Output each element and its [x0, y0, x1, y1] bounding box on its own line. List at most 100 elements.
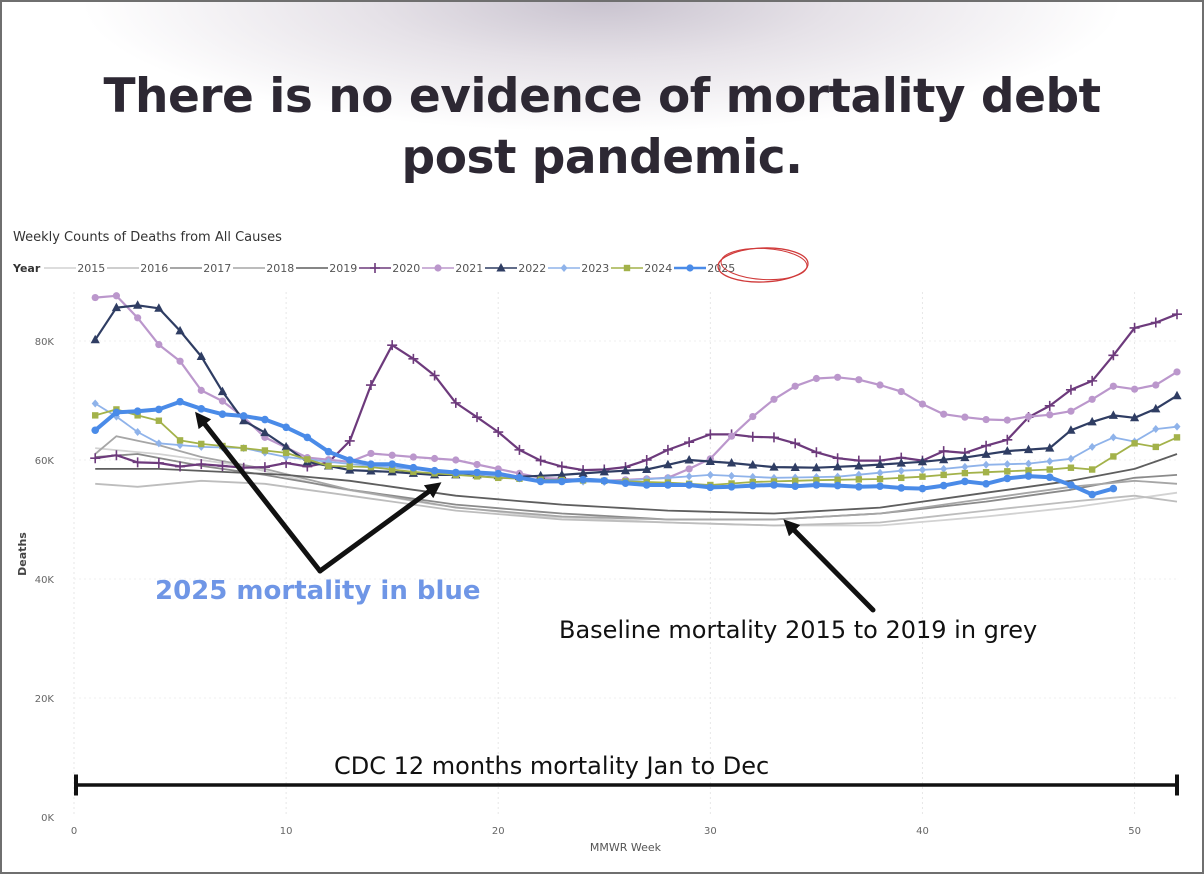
data-point	[940, 464, 948, 473]
data-point	[196, 459, 207, 470]
highlight-circle-2025	[717, 247, 809, 283]
data-point	[91, 426, 100, 435]
data-point	[685, 472, 693, 481]
data-point	[1108, 350, 1119, 361]
data-point	[705, 429, 716, 440]
data-point	[1067, 407, 1075, 415]
data-point	[558, 477, 566, 486]
data-point	[282, 423, 290, 432]
data-point	[536, 477, 545, 486]
data-point	[1025, 459, 1033, 468]
data-point	[1045, 443, 1055, 452]
data-point	[684, 437, 695, 448]
data-point	[1088, 466, 1096, 473]
data-point	[876, 475, 884, 483]
data-point	[175, 325, 185, 335]
data-point	[515, 474, 524, 482]
data-point	[282, 449, 290, 457]
data-point	[560, 264, 568, 272]
data-point	[239, 415, 249, 425]
data-point	[239, 412, 248, 420]
data-point	[811, 447, 822, 458]
series-line-2021	[95, 294, 1178, 482]
data-point	[1046, 411, 1054, 419]
data-point	[304, 456, 311, 463]
data-point	[1003, 416, 1011, 424]
data-point	[749, 412, 757, 421]
data-point	[834, 476, 841, 484]
data-point	[1023, 444, 1034, 454]
data-point	[684, 455, 694, 464]
data-point	[855, 376, 863, 384]
data-point	[727, 432, 736, 440]
headline-line-2: post pandemic.	[401, 130, 803, 185]
data-point	[367, 449, 375, 458]
data-point	[514, 444, 525, 455]
legend-item-2023[interactable]: 2023	[548, 262, 609, 275]
data-point	[961, 477, 969, 486]
data-point	[155, 340, 163, 349]
data-point	[1087, 416, 1097, 426]
data-point	[685, 465, 693, 473]
data-point	[1044, 400, 1055, 411]
data-point	[281, 441, 291, 451]
data-point	[1067, 464, 1075, 471]
data-point	[154, 303, 164, 312]
data-point	[579, 475, 587, 484]
data-point	[175, 461, 186, 472]
data-point	[834, 373, 842, 381]
data-point	[1129, 412, 1140, 422]
data-point	[938, 446, 949, 457]
legend-item-2017[interactable]: 2017	[170, 262, 231, 275]
legend-item-2024[interactable]: 2024	[611, 262, 672, 275]
annotation-2025-blue: 2025 mortality in blue	[155, 576, 481, 606]
legend-item-2019[interactable]: 2019	[296, 262, 357, 275]
data-point	[261, 447, 269, 454]
legend-label: 2021	[455, 261, 484, 275]
data-point	[961, 469, 969, 477]
legend-item-2018[interactable]: 2018	[233, 262, 294, 275]
legend-label: 2017	[203, 261, 232, 275]
data-point	[452, 456, 460, 464]
data-point	[409, 463, 418, 472]
data-point	[624, 264, 631, 272]
legend-swatch	[548, 264, 581, 272]
data-point	[240, 444, 247, 452]
data-point	[728, 471, 736, 480]
data-point	[769, 462, 779, 471]
data-point	[790, 438, 801, 449]
legend-item-2020[interactable]: 2020	[359, 262, 420, 275]
series-line-2018	[94, 435, 1178, 521]
data-point	[896, 458, 906, 467]
data-point	[812, 374, 821, 383]
data-point	[324, 447, 333, 456]
legend-item-2022[interactable]: 2022	[485, 262, 546, 275]
legend-item-2015[interactable]: 2015	[44, 262, 105, 275]
data-point	[876, 482, 884, 490]
legend-label: 2018	[266, 261, 295, 275]
data-point	[473, 460, 481, 469]
x-tick-label: 30	[704, 826, 717, 837]
legend-swatch	[233, 267, 266, 269]
data-point	[1109, 433, 1117, 442]
series-2019	[95, 453, 1178, 515]
data-point	[768, 432, 779, 443]
data-point	[1172, 390, 1182, 400]
data-point	[855, 482, 863, 491]
legend-item-2016[interactable]: 2016	[107, 262, 168, 275]
data-point	[452, 468, 460, 477]
legend-item-2021[interactable]: 2021	[422, 262, 483, 275]
legend-swatch	[44, 267, 77, 269]
series-line-2022	[94, 304, 1178, 478]
data-point	[134, 314, 142, 322]
data-point	[982, 415, 990, 424]
data-point	[770, 395, 778, 403]
data-point	[747, 431, 758, 442]
data-point	[620, 465, 631, 475]
data-point	[642, 464, 652, 474]
data-point	[726, 457, 737, 467]
x-tick-label: 50	[1128, 826, 1141, 837]
data-point	[918, 465, 926, 474]
